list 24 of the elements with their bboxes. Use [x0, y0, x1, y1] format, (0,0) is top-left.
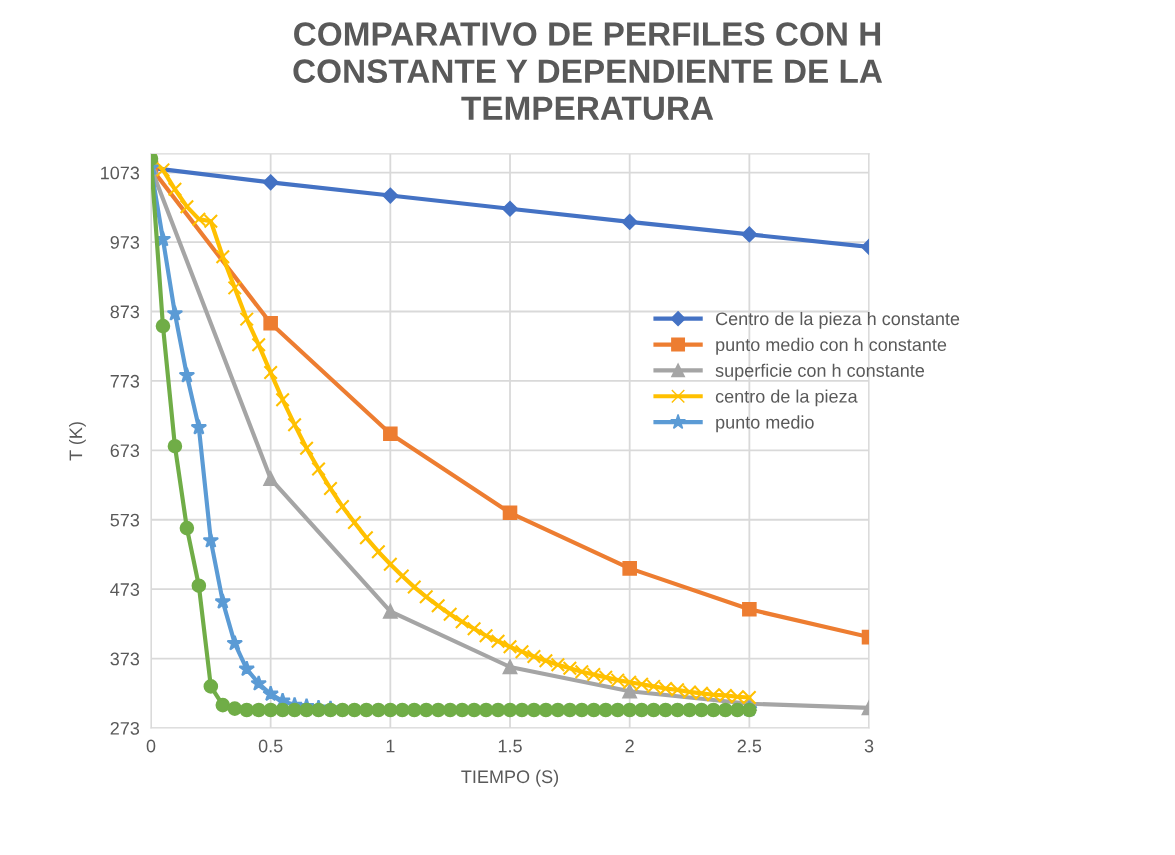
chart-title: COMPARATIVO DE PERFILES CON H CONSTANTE Y DEPENDIENTE DE LA TEMPERATURA — [293, 22, 883, 121]
y-tick-label: 473 — [110, 583, 140, 596]
x-tick-label: 1.5 — [498, 739, 522, 753]
y-tick-label: 1073 — [101, 166, 140, 180]
y-axis-title: T (K) — [68, 422, 86, 461]
x-tick-label: 3 — [864, 739, 874, 753]
x-tick-label: 2 — [625, 739, 634, 753]
y-tick-label: 373 — [110, 652, 140, 666]
y-tick-label: 773 — [110, 374, 140, 388]
y-tick-label: 873 — [110, 305, 140, 319]
y-tick-label: 973 — [110, 236, 140, 249]
legend-label: superficie con h constante — [715, 363, 925, 381]
legend-label: Centro de la pieza h constante — [716, 311, 960, 329]
legend-label: punto medio — [716, 415, 814, 433]
x-tick-label: 1 — [386, 739, 395, 753]
y-tick-label: 273 — [110, 721, 140, 735]
y-tick-label: 573 — [110, 513, 140, 527]
x-axis-title: TIEMPO (S) — [461, 769, 559, 787]
x-tick-label: 2.5 — [737, 739, 762, 753]
x-tick-label: 0.5 — [258, 739, 283, 753]
legend-label: centro de la pieza — [715, 389, 858, 407]
x-tick-label: 0 — [146, 739, 156, 753]
y-tick-label: 673 — [110, 444, 140, 458]
legend-label: punto medio con h constante — [716, 337, 947, 355]
